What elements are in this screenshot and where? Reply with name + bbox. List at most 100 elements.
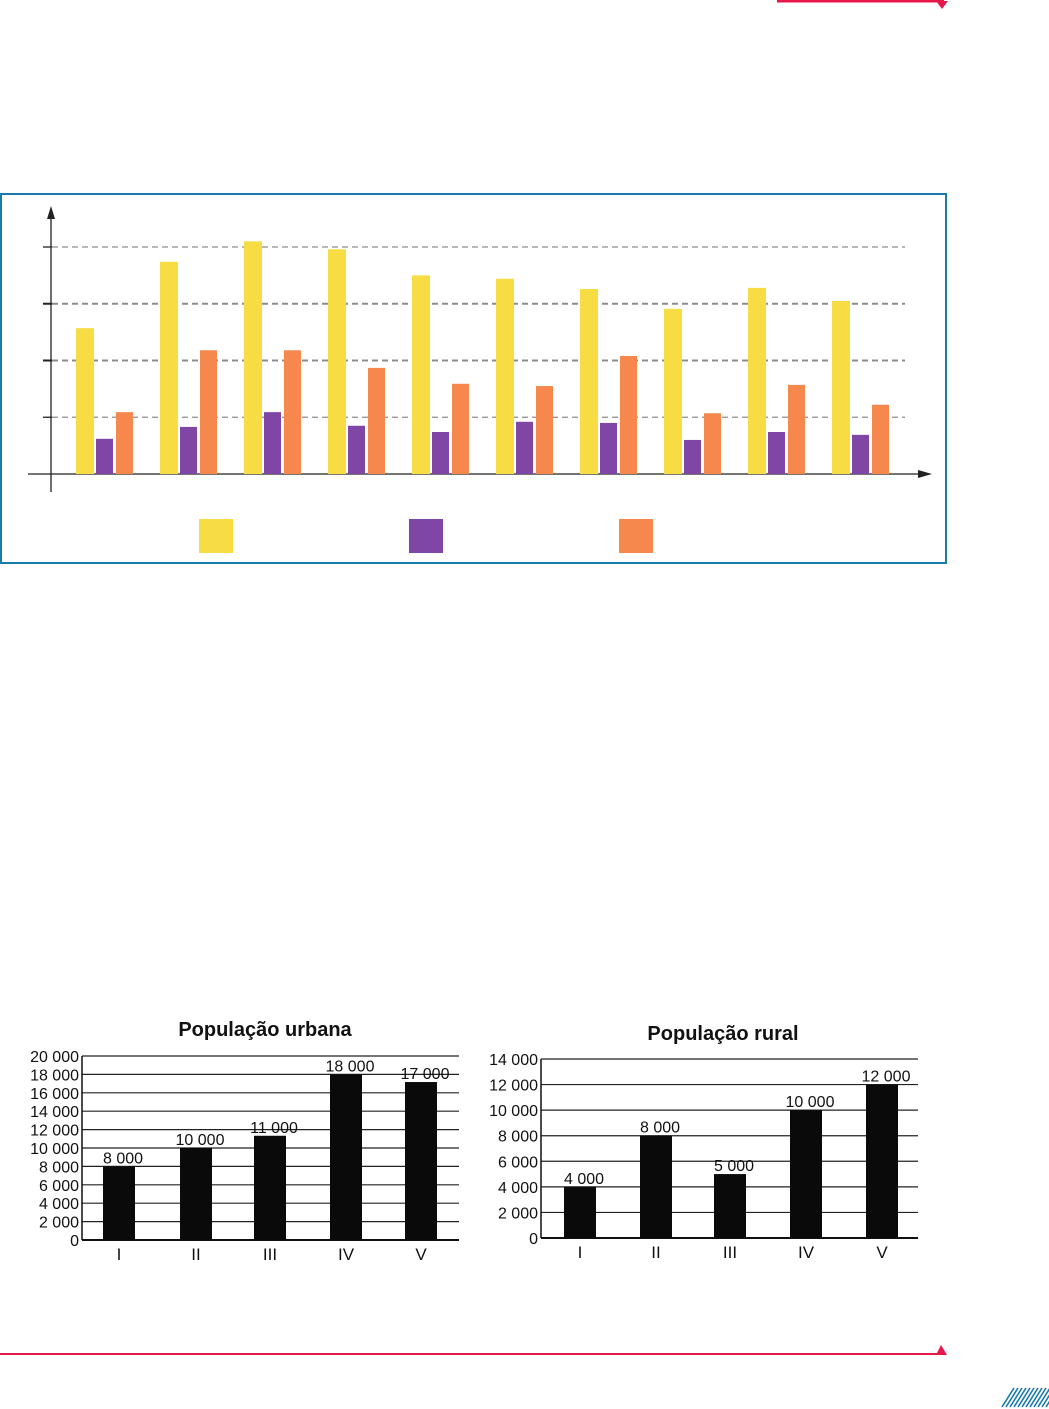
bar-series-yellow-10 xyxy=(832,300,850,474)
bar-series-orange-4 xyxy=(368,367,385,474)
grouped-bar-chart xyxy=(0,193,947,564)
data-label: 10 000 xyxy=(786,1094,835,1111)
bar-series-orange-6 xyxy=(536,386,553,474)
bar-series-purple-8 xyxy=(684,439,701,474)
bar-I xyxy=(103,1166,135,1240)
bar-V xyxy=(405,1082,437,1240)
bar-series-orange-1 xyxy=(116,412,133,474)
bar-series-purple-10 xyxy=(852,434,869,474)
bar-series-yellow-2 xyxy=(160,261,178,474)
bar-series-yellow-9 xyxy=(748,287,766,474)
bar-series-yellow-6 xyxy=(496,278,514,474)
x-tick-label: II xyxy=(191,1245,200,1264)
y-tick-label: 2 000 xyxy=(39,1215,79,1232)
x-tick-label: I xyxy=(117,1245,122,1264)
bar-I xyxy=(564,1186,596,1238)
stripe xyxy=(1041,1394,1049,1408)
data-label: 4 000 xyxy=(564,1171,604,1188)
bar-series-yellow-4 xyxy=(328,249,346,474)
y-tick-label: 14 000 xyxy=(30,1104,79,1121)
bar-series-orange-9 xyxy=(788,384,805,474)
x-tick-label: II xyxy=(651,1243,660,1262)
bottom-accent-triangle-icon xyxy=(936,1345,947,1355)
stripe xyxy=(1001,1387,1015,1408)
stripe xyxy=(1033,1387,1047,1408)
bar-II xyxy=(180,1148,212,1240)
bar-III xyxy=(714,1174,746,1238)
bar-series-orange-10 xyxy=(872,404,889,474)
chart-title: População rural xyxy=(647,1023,798,1045)
bar-series-orange-2 xyxy=(200,350,217,474)
legend-swatch-series-orange xyxy=(619,519,653,553)
bar-IV xyxy=(790,1110,822,1238)
y-tick-label: 0 xyxy=(70,1233,79,1250)
x-tick-label: III xyxy=(723,1243,737,1262)
data-label: 12 000 xyxy=(862,1069,911,1086)
y-tick-label: 16 000 xyxy=(30,1086,79,1103)
bar-series-purple-9 xyxy=(768,432,785,474)
y-tick-label: 4 000 xyxy=(498,1180,538,1197)
rural-population-chart: População rural 0 2 000 4 000 6 000 8 000 10 0… xyxy=(489,1023,918,1262)
bar-series-yellow-8 xyxy=(664,308,682,474)
y-tick-label: 8 000 xyxy=(498,1129,538,1146)
bar-series-orange-5 xyxy=(452,383,469,474)
bar-series-purple-4 xyxy=(348,425,365,474)
x-tick-label: V xyxy=(876,1243,888,1262)
stripes-logo-icon xyxy=(1001,1387,1049,1408)
y-axis-arrow-icon xyxy=(47,206,55,219)
y-tick-label: 6 000 xyxy=(39,1178,79,1195)
bar-IV xyxy=(330,1074,362,1240)
bar-series-purple-2 xyxy=(180,426,197,474)
data-label: 5 000 xyxy=(714,1158,754,1175)
bar-series-purple-6 xyxy=(516,421,533,474)
bar-series-yellow-3 xyxy=(244,241,262,474)
data-label: 11 000 xyxy=(250,1120,298,1137)
bar-III xyxy=(254,1135,286,1240)
y-tick-label: 4 000 xyxy=(39,1196,79,1213)
x-axis-arrow-icon xyxy=(918,470,932,478)
bar-series-orange-8 xyxy=(704,413,721,474)
y-tick-label: 10 000 xyxy=(489,1103,538,1120)
x-tick-label: III xyxy=(263,1245,277,1264)
y-tick-label: 12 000 xyxy=(30,1123,79,1140)
bar-V xyxy=(866,1084,898,1238)
y-tick-label: 0 xyxy=(529,1231,538,1248)
y-tick-label: 2 000 xyxy=(498,1205,538,1222)
bar-series-yellow-7 xyxy=(580,288,598,474)
bar-II xyxy=(640,1135,672,1238)
y-tick-label: 10 000 xyxy=(30,1141,79,1158)
bar-series-purple-7 xyxy=(600,422,617,474)
stripe xyxy=(1013,1387,1027,1408)
bar-series-purple-3 xyxy=(264,412,281,474)
data-label: 17 000 xyxy=(401,1066,450,1083)
stripe xyxy=(1029,1387,1043,1408)
chart-title: População urbana xyxy=(178,1019,352,1041)
chart-frame xyxy=(0,193,947,564)
top-accent-triangle-icon xyxy=(936,1,948,9)
stripe xyxy=(1005,1387,1019,1408)
data-label: 8 000 xyxy=(640,1120,680,1137)
legend-swatch-series-yellow xyxy=(199,519,233,553)
y-tick-label: 20 000 xyxy=(30,1049,79,1066)
stripe xyxy=(1045,1400,1049,1408)
bar-series-purple-5 xyxy=(432,432,449,474)
bar-series-yellow-5 xyxy=(412,275,430,474)
data-label: 18 000 xyxy=(326,1058,375,1075)
stripe xyxy=(1025,1387,1039,1408)
y-tick-label: 12 000 xyxy=(489,1078,538,1095)
y-tick-label: 18 000 xyxy=(30,1067,79,1084)
y-tick-label: 14 000 xyxy=(489,1052,538,1069)
stripe xyxy=(1037,1388,1049,1408)
x-tick-label: IV xyxy=(798,1243,815,1262)
bar-series-purple-1 xyxy=(96,438,113,474)
y-tick-label: 8 000 xyxy=(39,1159,79,1176)
data-label: 10 000 xyxy=(176,1132,225,1149)
x-tick-label: V xyxy=(415,1245,427,1264)
data-label: 8 000 xyxy=(103,1150,143,1167)
x-tick-label: I xyxy=(578,1243,583,1262)
legend-swatch-series-purple xyxy=(409,519,443,553)
bar-series-yellow-1 xyxy=(76,328,94,474)
